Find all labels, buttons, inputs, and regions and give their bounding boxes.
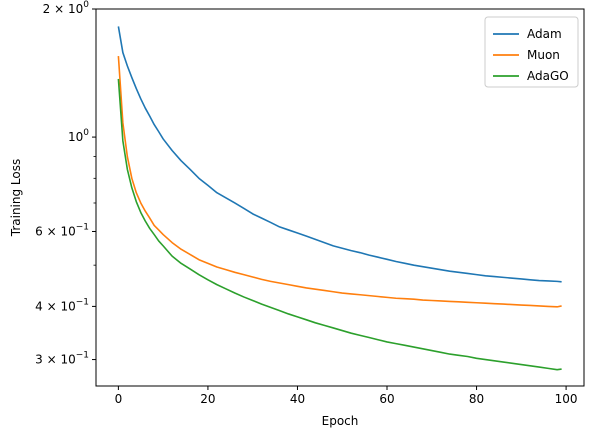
y-tick-label: 100: [68, 128, 89, 144]
plot-lines: [117, 26, 562, 371]
legend-label-muon: Muon: [527, 48, 560, 62]
series-line-adago: [117, 78, 562, 371]
x-axis-label: Epoch: [322, 414, 359, 428]
x-tick-label: 60: [379, 392, 394, 406]
x-axis: 0 20 40 60 80 100: [115, 386, 578, 406]
x-tick-label: 100: [555, 392, 578, 406]
series-line-muon: [117, 56, 562, 308]
axes-frame: [95, 8, 585, 387]
x-tick-label: 40: [290, 392, 305, 406]
y-axis: 2 × 100 100 6 × 10−1 4 × 10−1 3 × 10−1: [35, 0, 96, 367]
y-tick-label: 4 × 10−1: [35, 297, 89, 313]
x-tick-label: 20: [200, 392, 215, 406]
series-line-adam: [117, 26, 562, 283]
y-axis-label: Training Loss: [9, 159, 23, 237]
y-tick-label: 2 × 100: [43, 0, 90, 16]
legend-label-adago: AdaGO: [527, 69, 569, 83]
legend: Adam Muon AdaGO: [484, 16, 579, 88]
x-tick-label: 0: [115, 392, 123, 406]
y-tick-label: 6 × 10−1: [35, 222, 89, 238]
y-tick-label: 3 × 10−1: [35, 351, 89, 367]
x-tick-label: 80: [469, 392, 484, 406]
legend-label-adam: Adam: [527, 27, 562, 41]
